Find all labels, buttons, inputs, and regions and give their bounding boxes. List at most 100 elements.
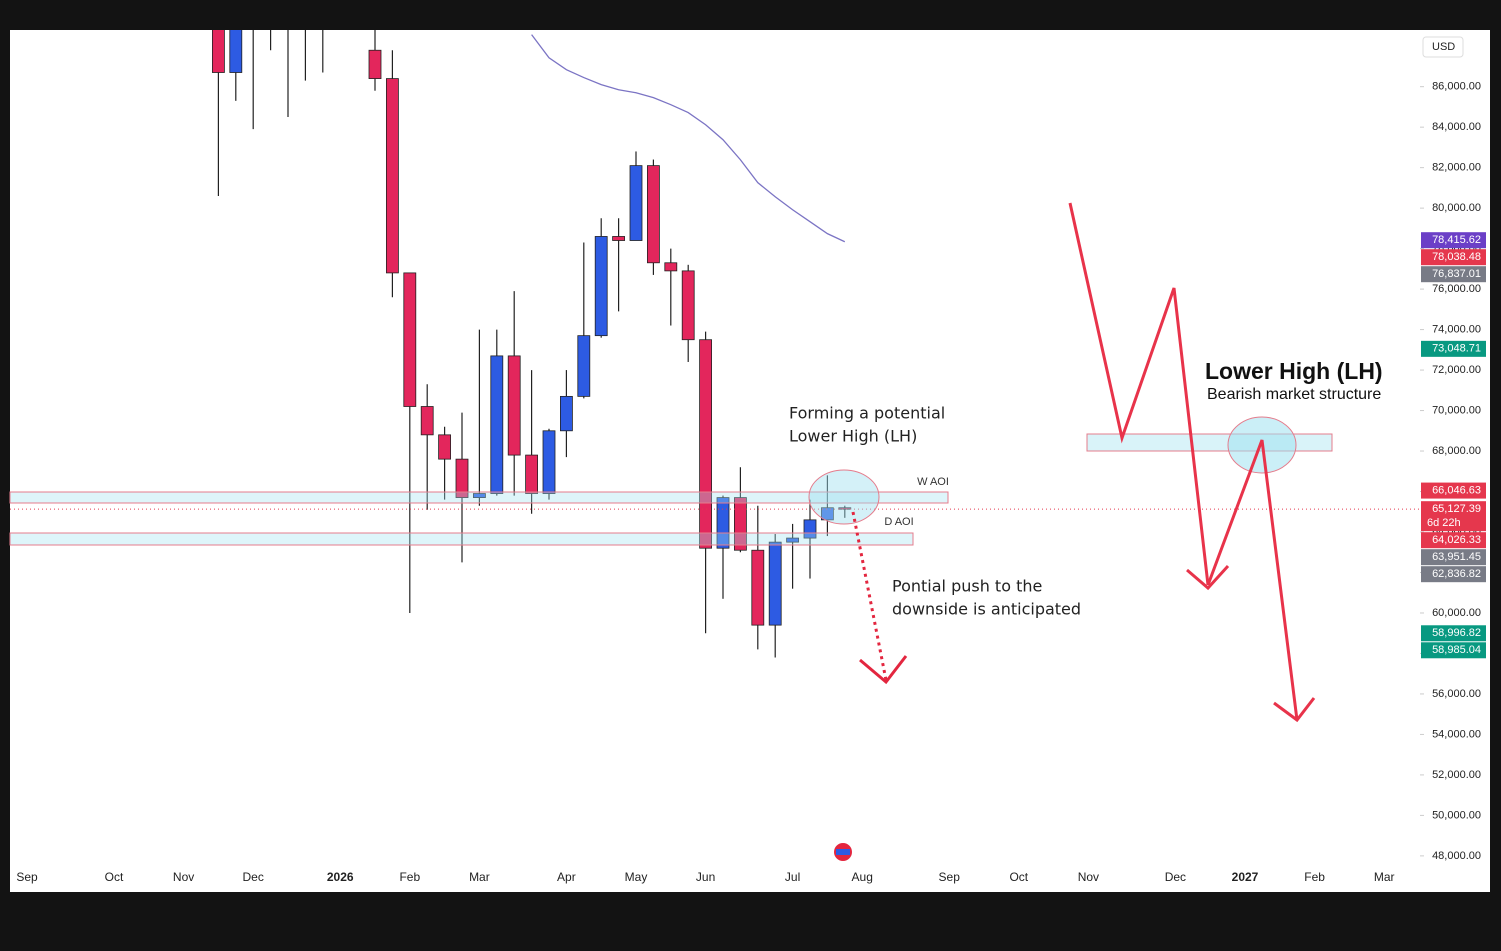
y-tick-label: 48,000.00	[1432, 850, 1481, 862]
annotation: Forming a potential	[789, 404, 945, 423]
price-label-box	[1421, 232, 1486, 249]
x-tick-label: Nov	[1078, 870, 1099, 884]
price-label: 58,985.04	[1432, 644, 1481, 656]
event-icon-stripe	[836, 849, 850, 855]
plot-area	[10, 0, 1420, 658]
x-tick-label: Oct	[1009, 870, 1028, 884]
y-tick-label: 52,000.00	[1432, 769, 1481, 781]
candle-body	[699, 339, 712, 549]
y-tick-label: 56,000.00	[1432, 688, 1481, 700]
currency: USD	[1432, 41, 1455, 53]
candle-body	[664, 262, 678, 272]
candle-body	[560, 395, 573, 432]
candle-body	[229, 30, 243, 73]
y-tick-label: 82,000.00	[1432, 162, 1481, 174]
price-label-box	[1421, 482, 1486, 499]
y-tick-label: 60,000.00	[1432, 607, 1481, 619]
candle-body	[282, 0, 294, 16]
x-tick-label: 2026	[327, 870, 354, 884]
candle-body	[768, 541, 782, 626]
x-tick-label: Sep	[939, 870, 961, 884]
price-label-box	[1421, 249, 1486, 266]
x-tick-label: Feb	[399, 870, 420, 884]
x-tick-label: 2027	[1232, 870, 1259, 884]
price-label-box	[1421, 549, 1486, 566]
x-tick-label: Dec	[1165, 870, 1186, 884]
y-tick-label: 84,000.00	[1432, 121, 1481, 133]
price-label: 73,048.71	[1432, 343, 1481, 355]
candle-body	[629, 165, 643, 241]
candle-body	[542, 430, 556, 494]
price-label-box	[1421, 642, 1486, 659]
candle-body	[247, 0, 259, 6]
price-label-box	[1421, 266, 1486, 283]
arrow-head	[1273, 697, 1316, 723]
x-tick-label: Mar	[469, 870, 490, 884]
candle-body	[317, 10, 329, 26]
price-label: 65,127.39	[1432, 503, 1481, 515]
price-label-box	[1421, 625, 1486, 642]
y-tick-label: 72,000.00	[1432, 364, 1481, 376]
arrow-head	[859, 655, 908, 685]
x-tick-label: Oct	[105, 870, 124, 884]
candle-body	[455, 458, 469, 498]
candle-body	[838, 507, 852, 510]
price-label: 78,415.62	[1432, 234, 1481, 246]
x-tick-label: Apr	[557, 870, 576, 884]
x-tick-label: Dec	[243, 870, 264, 884]
candle-body	[472, 493, 486, 498]
y-tick-label: 74,000.00	[1432, 323, 1481, 335]
annotation: Lower High (LH)	[789, 427, 917, 446]
w-aoi-zone	[9, 491, 949, 504]
candle-body	[786, 537, 799, 543]
candle-body	[507, 355, 521, 456]
price-label: 78,038.48	[1432, 251, 1481, 263]
lh-title: Lower High (LH)	[1205, 358, 1383, 384]
candle-body	[525, 454, 538, 494]
candle-body	[438, 434, 452, 460]
candle-body	[211, 30, 225, 73]
annotations: W AOI D AOI Forming a potential Lower Hi…	[9, 202, 1383, 863]
price-label: 66,046.63	[1432, 484, 1481, 496]
x-tick-label: Sep	[16, 870, 38, 884]
candle-body	[821, 507, 834, 521]
annotation: Pontial push to the	[892, 577, 1042, 596]
price-label-box	[1421, 340, 1486, 357]
candle-body	[734, 497, 747, 551]
candle-body	[490, 355, 504, 494]
annotation: downside is anticipated	[892, 600, 1081, 619]
currency-box[interactable]	[1422, 36, 1464, 58]
x-tick-label: May	[625, 870, 648, 884]
d-aoi-zone	[9, 532, 914, 546]
candle-body	[594, 236, 608, 337]
price-label: 76,837.01	[1432, 268, 1481, 280]
candle-body	[265, 0, 277, 26]
axes: 48,000.00 50,000.00 52,000.00 54,000.00 56,0…	[16, 81, 1486, 884]
x-tick-label: Jun	[696, 870, 715, 884]
y-tick-label: 76,000.00	[1432, 283, 1481, 295]
candle-body	[647, 165, 660, 264]
arrow-head	[1186, 564, 1230, 591]
price-label: 62,836.82	[1432, 568, 1481, 580]
x-tick-label: Feb	[1304, 870, 1325, 884]
countdown: 6d 22h	[1427, 517, 1461, 529]
candle-body	[368, 49, 382, 79]
lh-circle	[808, 469, 880, 525]
price-label: 63,951.45	[1432, 551, 1481, 563]
y-tick-label: 54,000.00	[1432, 728, 1481, 740]
price-label-box	[1421, 566, 1486, 583]
price-label: 64,026.33	[1432, 534, 1481, 546]
x-tick-label: Mar	[1374, 870, 1395, 884]
y-tick-label: 70,000.00	[1432, 404, 1481, 416]
x-tick-label: Nov	[173, 870, 194, 884]
price-label: 58,996.82	[1432, 627, 1481, 639]
candle-body	[751, 549, 765, 626]
candle-body	[420, 406, 434, 436]
candle-body	[716, 497, 730, 549]
candle-body	[803, 519, 817, 539]
w-aoi-label: W AOI	[917, 476, 949, 488]
y-tick-label: 80,000.00	[1432, 202, 1481, 214]
y-tick-label: 68,000.00	[1432, 445, 1481, 457]
